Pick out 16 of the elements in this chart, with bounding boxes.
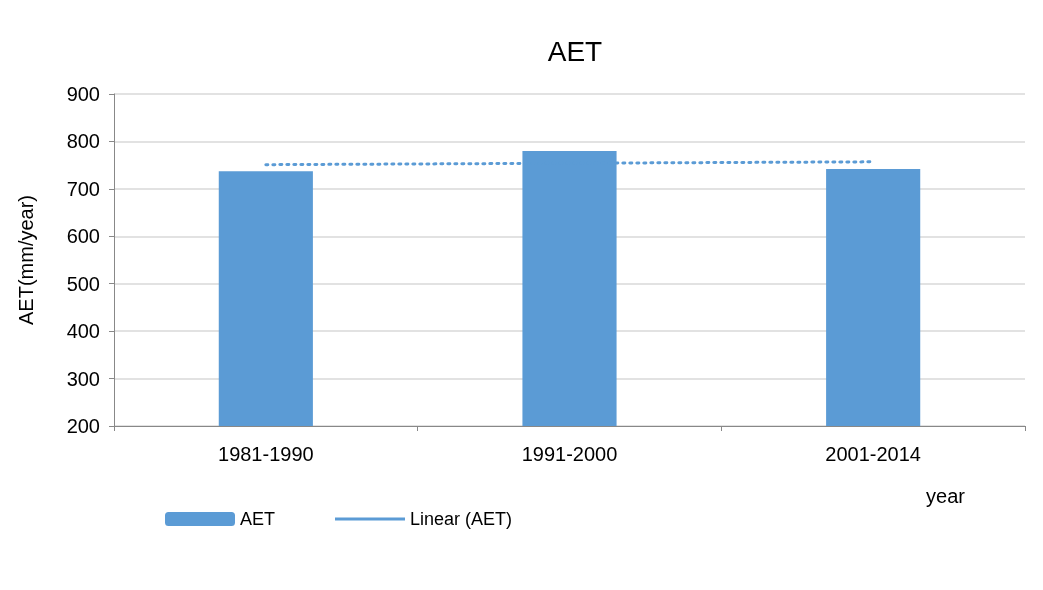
y-tick-label: 300	[66, 367, 100, 390]
y-tick-label: 200	[66, 415, 100, 437]
legend-label: AET	[240, 509, 276, 529]
y-tick-label: 500	[66, 272, 100, 295]
y-tick-label: 700	[66, 177, 100, 200]
x-tick-label: 1991-2000	[521, 443, 618, 465]
y-tick-label: 400	[66, 320, 100, 343]
y-axis-title: AET(mm/year)	[15, 195, 37, 325]
y-tick-label: 900	[66, 83, 100, 105]
y-tick-label: 600	[66, 225, 100, 248]
x-axis-title: year	[926, 485, 966, 507]
x-tick-label: 1981-1990	[218, 443, 314, 465]
legend-label: Linear (AET)	[410, 509, 513, 529]
x-tick-label: 2001-2014	[825, 443, 921, 465]
chart-title: AET	[547, 35, 603, 67]
y-tick-label: 800	[66, 130, 100, 153]
